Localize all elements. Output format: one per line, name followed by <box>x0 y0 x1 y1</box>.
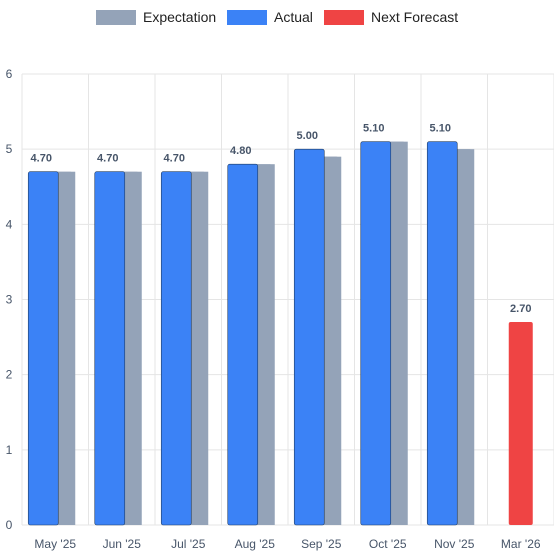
y-tick-label: 1 <box>6 443 13 457</box>
x-tick-label: Sep '25 <box>301 537 342 551</box>
bar-actual <box>360 141 392 526</box>
legend-label-expectation: Expectation <box>143 9 217 25</box>
bar-actual <box>160 171 192 526</box>
bar-forecast <box>508 322 533 525</box>
data-label: 4.70 <box>31 153 52 165</box>
bar-actual <box>293 148 325 526</box>
bar-expectation-body <box>55 171 76 525</box>
axis-layer: 0 1 2 3 4 5 6 May '25 Jun '25 Jul '25 Aug '25 Sep '… <box>6 67 541 551</box>
legend-label-actual: Actual <box>274 9 313 25</box>
legend-item-expectation[interactable]: Expectation <box>96 6 216 28</box>
label-layer: 4.70 4.70 4.70 4.80 5.00 5.10 5.10 2.70 <box>31 123 532 315</box>
x-tick-label: May '25 <box>34 537 76 551</box>
legend-swatch-next-forecast <box>324 9 364 25</box>
y-tick-label: 3 <box>6 293 13 307</box>
legend: Expectation Actual Next Forecast <box>0 6 554 28</box>
data-label: 4.70 <box>164 153 185 165</box>
bar-actual <box>426 141 458 526</box>
bar-actual <box>27 171 59 526</box>
legend-label-next-forecast: Next Forecast <box>371 9 459 25</box>
data-label: 5.10 <box>363 123 384 135</box>
bar-layer <box>27 141 533 526</box>
x-tick-label: Jul '25 <box>171 537 206 551</box>
x-tick-label: Aug '25 <box>235 537 276 551</box>
y-tick-label: 6 <box>6 67 13 81</box>
y-tick-label: 5 <box>6 142 13 156</box>
legend-item-actual[interactable]: Actual <box>227 6 313 28</box>
data-label: 2.70 <box>510 303 531 315</box>
y-tick-label: 0 <box>6 518 13 532</box>
x-tick-label: Mar '26 <box>501 537 541 551</box>
x-tick-label: Jun '25 <box>103 537 142 551</box>
y-tick-label: 2 <box>6 368 13 382</box>
bar-expectation-body <box>188 171 209 525</box>
bar-actual <box>227 163 259 526</box>
legend-swatch-actual <box>227 9 267 25</box>
bar-expectation-body <box>321 156 342 525</box>
y-tick-label: 4 <box>6 217 13 231</box>
x-tick-label: Oct '25 <box>369 537 407 551</box>
bar-actual <box>94 171 126 526</box>
bar-expectation-body <box>387 141 408 525</box>
bar-expectation-body <box>254 164 275 525</box>
data-label: 4.70 <box>97 153 118 165</box>
x-tick-label: Nov '25 <box>434 537 475 551</box>
legend-item-next-forecast[interactable]: Next Forecast <box>324 6 458 28</box>
bar-expectation-body <box>454 149 475 525</box>
bar-expectation-body <box>121 171 142 525</box>
data-label: 4.80 <box>230 145 251 157</box>
data-label: 5.10 <box>430 123 451 135</box>
legend-swatch-expectation <box>96 9 136 25</box>
data-label: 5.00 <box>297 130 318 142</box>
